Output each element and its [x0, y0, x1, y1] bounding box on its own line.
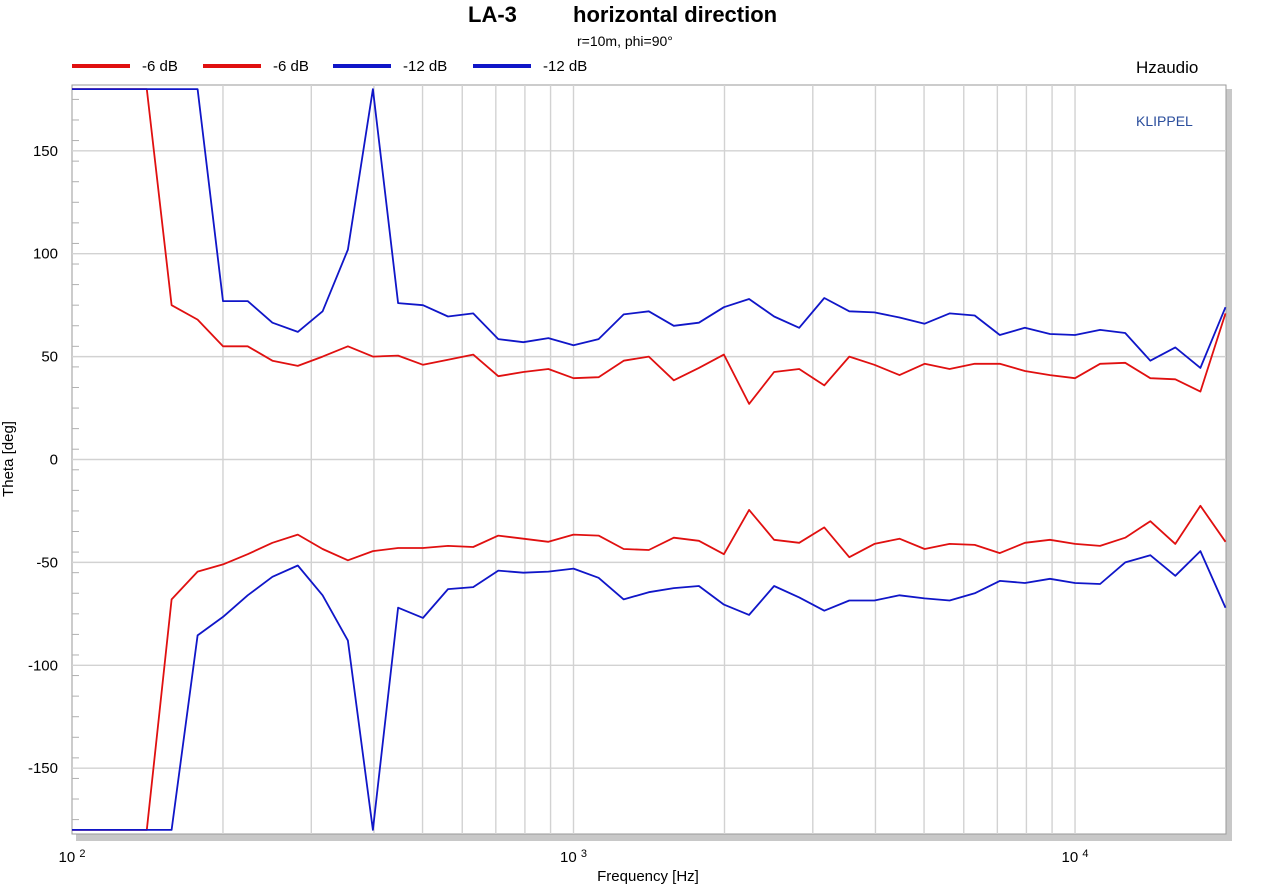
series-line-3	[72, 88, 1227, 369]
y-tick-labels: 150 100 50 0 -50 -100 -150	[28, 143, 58, 777]
series-line-1	[72, 88, 1227, 405]
y-tick-label: 0	[50, 452, 58, 469]
legend: -6 dB -6 dB -12 dB -12 dB	[72, 58, 587, 75]
grid	[72, 85, 1226, 834]
chart-subtitle: r=10m, phi=90°	[577, 33, 673, 49]
klippel-watermark: KLIPPEL	[1136, 113, 1193, 129]
legend-label-2: -6 dB	[273, 58, 309, 75]
y-axis-label: Theta [deg]	[0, 421, 17, 497]
legend-label-3: -12 dB	[403, 58, 447, 75]
y-tick-label: -150	[28, 760, 58, 777]
x-tick-label: 10 4	[1062, 848, 1089, 866]
y-tick-label: -50	[36, 554, 58, 571]
x-tick-labels: 10 2 10 3 10 4	[59, 848, 1089, 866]
chart-title-direction: horizontal direction	[573, 2, 777, 27]
brand-label: Hzaudio	[1136, 58, 1198, 77]
series-layer	[72, 88, 1227, 831]
series-line-2	[72, 504, 1227, 831]
x-tick-label: 10 3	[560, 848, 587, 866]
chart-title-model: LA-3	[468, 2, 517, 27]
minor-y-ticks	[72, 98, 79, 821]
x-axis-label: Frequency [Hz]	[597, 868, 699, 885]
y-tick-label: -100	[28, 657, 58, 674]
y-tick-label: 100	[33, 246, 58, 263]
y-tick-label: 50	[41, 349, 58, 366]
series-line-4	[72, 550, 1227, 831]
x-tick-label: 10 2	[59, 848, 86, 866]
y-tick-label: 150	[33, 143, 58, 160]
legend-label-4: -12 dB	[543, 58, 587, 75]
legend-label-1: -6 dB	[142, 58, 178, 75]
